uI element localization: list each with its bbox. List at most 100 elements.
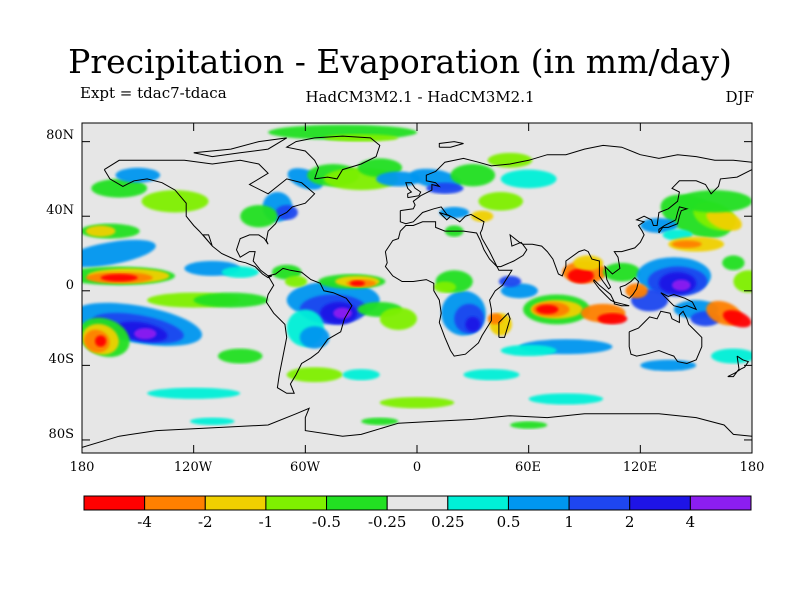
lat-label-80s: 80S <box>48 427 74 442</box>
field-patch <box>722 310 752 328</box>
field-patch <box>573 255 604 271</box>
lon-label-180w: 180 <box>69 460 95 475</box>
coast-south-america <box>265 267 353 394</box>
colorbar-label: 0.5 <box>496 513 521 531</box>
field-patch <box>510 421 548 429</box>
field-patch <box>500 344 557 357</box>
colorbar-box <box>326 495 388 511</box>
coast-arctic-islands <box>193 137 287 158</box>
field-patch <box>640 359 697 371</box>
field-patch <box>567 268 594 284</box>
lon-label-60e: 60E <box>514 460 542 475</box>
lat-label-40n: 40N <box>46 203 74 218</box>
field-patch <box>677 190 752 213</box>
field-patch <box>350 280 365 287</box>
colorbar-label: -0.5 <box>312 513 341 531</box>
coast-new-guinea <box>660 292 698 311</box>
coast-borneo <box>619 276 640 299</box>
axis-ticks <box>81 123 753 453</box>
lat-label-40s: 40S <box>48 352 74 367</box>
season-label: DJF <box>725 88 754 106</box>
coast-north-america <box>103 159 316 279</box>
colorbar-box <box>689 495 752 511</box>
coast-britain <box>405 182 422 199</box>
lon-label-120e: 120E <box>622 460 658 475</box>
field-patch <box>91 178 148 198</box>
field-patch <box>379 397 455 409</box>
colorbar-label: 0.25 <box>431 513 465 531</box>
field-patch <box>361 417 399 426</box>
lon-label-120w: 120W <box>173 460 213 475</box>
colorbar-box <box>386 495 449 511</box>
colorbar-label: -1 <box>258 513 274 531</box>
field-patch <box>625 283 648 299</box>
field-patch <box>603 262 641 282</box>
colorbar-label: -4 <box>137 513 152 531</box>
field-patch <box>536 304 559 315</box>
field-patch <box>733 270 752 293</box>
colorbar-label: -2 <box>197 513 213 531</box>
coast-japan <box>658 206 689 234</box>
field-patch <box>528 393 604 405</box>
field-patch <box>640 218 678 233</box>
lon-label-180e: 180 <box>739 460 765 475</box>
field-patch <box>671 240 702 248</box>
field-patch <box>217 348 263 364</box>
coast-greenland <box>285 135 381 180</box>
field-patch <box>189 417 235 426</box>
colorbar-box <box>568 495 631 511</box>
colorbar-box <box>204 495 267 511</box>
lon-label-60w: 60W <box>290 460 320 475</box>
coast-africa <box>384 221 513 357</box>
field-patch <box>323 134 399 142</box>
coast-madagascar <box>498 312 511 338</box>
field-patch <box>284 275 308 288</box>
field-patch <box>221 266 259 278</box>
field-layer <box>82 124 752 429</box>
field-patch <box>498 275 522 288</box>
model-comparison-label: HadCM3M2.1 - HadCM3M2.1 <box>305 88 535 106</box>
field-patch <box>134 328 157 340</box>
field-patch <box>722 255 745 271</box>
field-patch <box>470 210 494 222</box>
lat-label-80n: 80N <box>46 128 74 143</box>
coastline-layer <box>82 135 752 448</box>
colorbar <box>83 495 752 511</box>
field-patch <box>141 190 209 213</box>
colorbar-label: -0.25 <box>367 513 407 531</box>
field-patch <box>193 292 269 308</box>
field-patch <box>299 326 330 349</box>
field-patch <box>706 209 742 231</box>
field-patch <box>95 335 107 347</box>
field-patch <box>433 281 457 293</box>
lat-label-0: 0 <box>65 278 74 293</box>
coast-svalbard <box>438 141 464 148</box>
field-patch <box>286 367 343 383</box>
field-patch <box>487 152 533 168</box>
colorbar-box <box>447 495 509 511</box>
field-patch <box>597 313 628 325</box>
experiment-label: Expt = tdac7-tdaca <box>80 84 227 102</box>
colorbar-box <box>144 495 206 511</box>
field-patch <box>271 264 302 280</box>
coast-new-zealand <box>727 355 750 378</box>
colorbar-box <box>507 495 570 511</box>
colorbar-label: 1 <box>564 513 574 531</box>
coast-java <box>613 301 630 307</box>
field-patch <box>450 164 496 187</box>
colorbar-box <box>629 495 691 511</box>
colorbar-label: 4 <box>685 513 696 531</box>
field-patch <box>465 316 481 332</box>
coast-antarctica <box>82 407 752 448</box>
colorbar-label: 2 <box>624 513 635 531</box>
coast-eurasia <box>399 144 752 290</box>
field-patch <box>711 348 752 364</box>
field-patch <box>379 307 417 330</box>
field-patch <box>100 274 138 282</box>
coast-sumatra <box>593 279 616 304</box>
field-patch <box>342 369 380 381</box>
field-patch <box>463 369 520 381</box>
field-patch <box>478 191 524 211</box>
field-patch <box>333 307 352 319</box>
